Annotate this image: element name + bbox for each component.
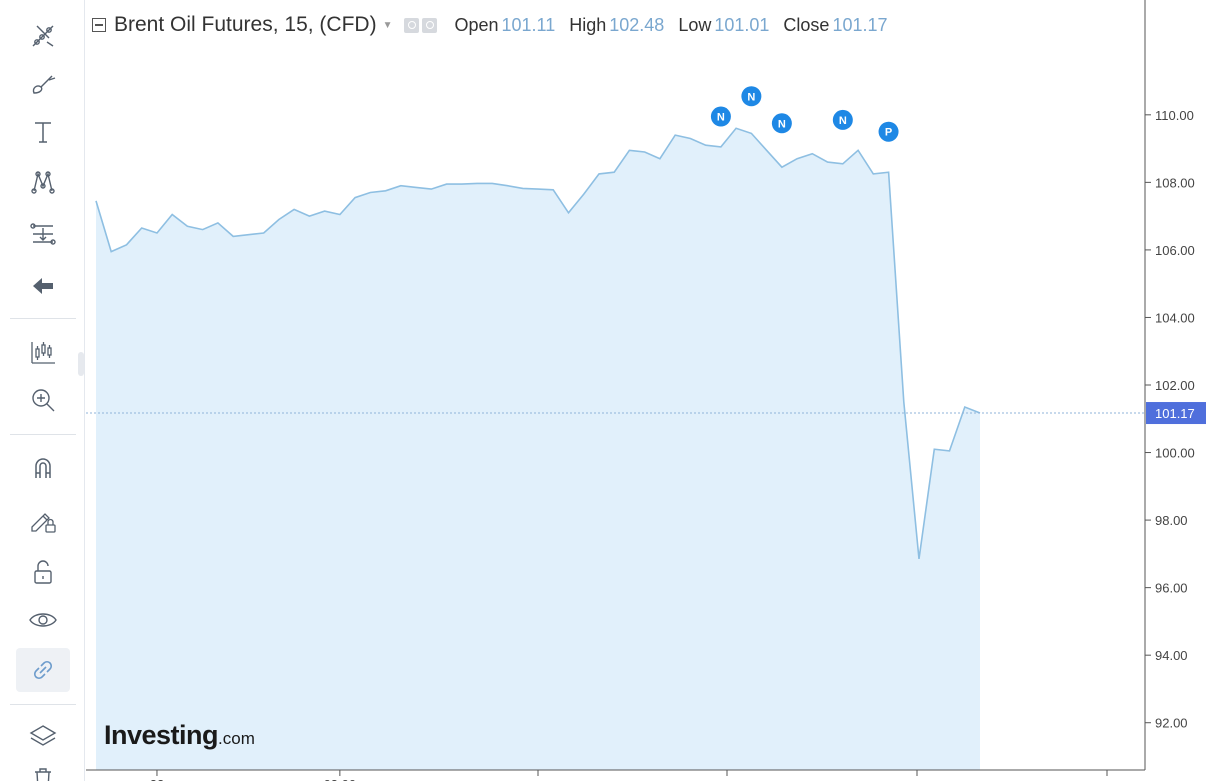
last-price-label-bg [1146, 402, 1206, 425]
fib-levels-icon[interactable] [16, 212, 70, 256]
y-tick-label: 100.00 [1155, 446, 1195, 461]
marker-label: N [839, 115, 847, 127]
symbol-title[interactable]: Brent Oil Futures, 15, (CFD) [114, 13, 377, 36]
news-marker[interactable] [710, 106, 731, 127]
chevron-down-icon[interactable]: ▼ [382, 19, 393, 31]
text-icon[interactable] [16, 110, 70, 154]
y-tick-label: 94.00 [1155, 648, 1188, 663]
back-arrow-icon[interactable] [16, 264, 70, 308]
high-value: 102.48 [609, 14, 665, 35]
y-tick-label: 108.00 [1155, 175, 1195, 190]
logo-main: Investing [104, 720, 219, 750]
low-value: 101.01 [714, 14, 770, 35]
y-tick-label: 98.00 [1155, 513, 1188, 528]
x-tick-label: 03:00 [324, 777, 357, 781]
toolbar-separator [10, 704, 76, 705]
investing-logo: Investing .com [104, 720, 255, 751]
y-tick-label: 92.00 [1155, 716, 1188, 731]
legend-collapse-button[interactable] [92, 18, 106, 32]
y-tick-label: 110.00 [1155, 108, 1194, 123]
measure-icon[interactable] [16, 330, 70, 374]
pattern-icon[interactable] [16, 160, 70, 204]
unlock-icon[interactable] [16, 550, 70, 594]
low-label: Low [678, 14, 712, 35]
y-tick-label: 104.00 [1155, 310, 1195, 325]
layers-icon[interactable] [16, 714, 70, 758]
event-markers: N N N N P [710, 86, 899, 142]
zoom-in-icon[interactable] [16, 378, 70, 422]
open-label: Open [454, 14, 499, 35]
news-marker[interactable] [771, 113, 792, 134]
visibility-toggle-icon[interactable] [404, 17, 420, 33]
x-tick-label: 22 [150, 777, 164, 781]
open-value: 101.11 [501, 14, 556, 35]
magnet-icon[interactable] [16, 446, 70, 490]
news-marker[interactable] [741, 86, 762, 107]
marker-label: P [885, 127, 892, 139]
eye-icon[interactable] [16, 598, 70, 642]
price-line [95, 127, 981, 560]
event-marker-p[interactable] [878, 121, 899, 142]
marker-label: N [747, 91, 755, 103]
link-icon[interactable] [16, 648, 70, 692]
y-tick-label: 96.00 [1155, 581, 1188, 596]
toolbar-collapse-handle[interactable] [78, 352, 84, 376]
price-area-fill [96, 128, 980, 771]
y-tick-label: 102.00 [1155, 378, 1195, 393]
close-value: 101.17 [832, 14, 888, 35]
high-label: High [569, 14, 607, 35]
marker-label: N [778, 118, 786, 130]
lock-drawing-icon[interactable] [16, 498, 70, 542]
last-price-label: 101.17 [1146, 402, 1206, 425]
marker-label: N [717, 112, 725, 124]
settings-icon[interactable] [422, 17, 438, 33]
last-price-label-text: 101.17 [1155, 406, 1195, 421]
news-marker[interactable] [832, 109, 853, 130]
toolbar-separator [10, 434, 76, 435]
chart-legend: Brent Oil Futures, 15, (CFD) ▼ Open 101.… [92, 10, 888, 40]
drawing-toolbar [0, 0, 85, 781]
y-axis: 110.00 108.00 106.00 104.00 102.00 100.00 98.0… [1145, 108, 1195, 731]
brush-icon[interactable] [16, 62, 70, 106]
crosshair-lines-icon[interactable] [16, 14, 70, 58]
close-label: Close [783, 14, 830, 35]
y-tick-label: 106.00 [1155, 243, 1195, 258]
x-axis: 22 03:00 [150, 770, 1108, 781]
toolbar-separator [10, 318, 76, 319]
logo-suffix: .com [218, 729, 255, 748]
